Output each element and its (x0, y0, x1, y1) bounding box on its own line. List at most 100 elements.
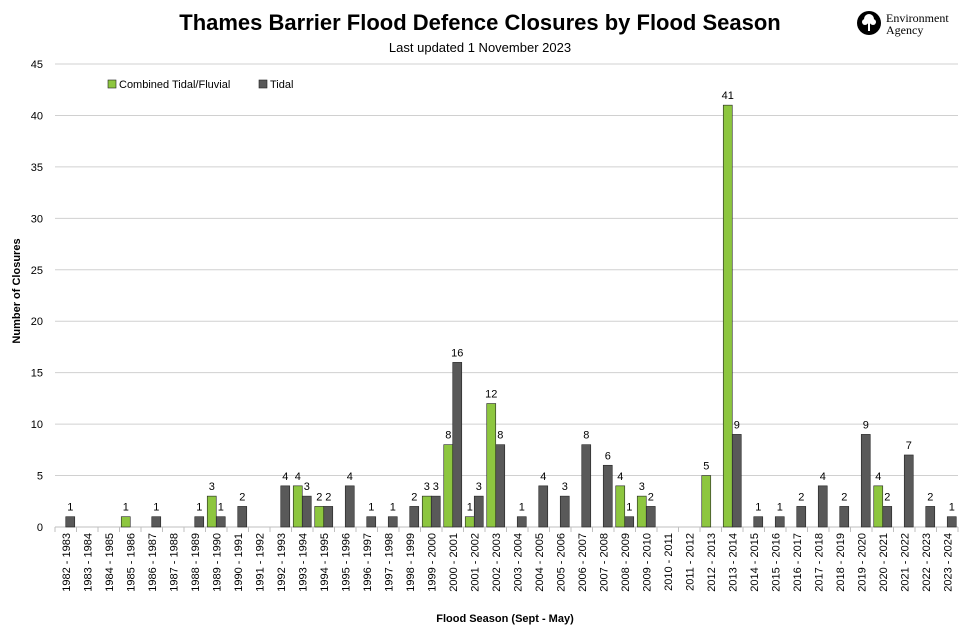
x-tick-label: 2021 - 2022 (899, 533, 911, 592)
bar-tidal (215, 516, 226, 528)
legend-swatch-combined (107, 79, 117, 89)
bar-tidal (151, 516, 162, 528)
bar-tidal (903, 454, 914, 528)
x-tick-label: 2017 - 2018 (813, 533, 825, 592)
data-label: 2 (325, 491, 331, 503)
data-label: 1 (390, 502, 396, 514)
bar-combined (464, 516, 475, 528)
data-label: 1 (519, 502, 525, 514)
legend: Combined Tidal/Fluvial Tidal (107, 79, 293, 91)
y-tick-label: 30 (31, 213, 43, 225)
data-label: 4 (347, 471, 353, 483)
bar-tidal (280, 485, 291, 528)
x-tick-label: 1986 - 1987 (147, 533, 159, 592)
x-tick-label: 1993 - 1994 (297, 533, 309, 592)
bar-tidal (516, 516, 527, 528)
x-tick-label: 1991 - 1992 (254, 533, 266, 592)
x-tick-label: 2014 - 2015 (749, 533, 761, 592)
data-label: 8 (445, 430, 451, 442)
bar-tidal (65, 516, 76, 528)
x-tick-label: 1990 - 1991 (233, 533, 245, 592)
bar-tidal (538, 485, 549, 528)
data-label: 9 (863, 419, 869, 431)
data-label: 6 (605, 450, 611, 462)
bar-combined (421, 495, 432, 528)
data-label: 3 (209, 481, 215, 493)
x-tick-label: 1995 - 1996 (340, 533, 352, 592)
data-label: 4 (295, 471, 301, 483)
data-label: 1 (467, 502, 473, 514)
x-tick-label: 2015 - 2016 (770, 533, 782, 592)
bar-tidal (817, 485, 828, 528)
bar-tidal (796, 506, 807, 528)
bar-combined (636, 495, 647, 528)
y-tick-label: 35 (31, 162, 43, 174)
x-tick-label: 2000 - 2001 (448, 533, 460, 592)
data-label: 41 (722, 90, 734, 102)
data-label: 4 (540, 471, 546, 483)
y-tick-label: 5 (37, 471, 43, 483)
data-label: 12 (485, 389, 497, 401)
x-tick-label: 1998 - 1999 (405, 533, 417, 592)
x-tick-label: 1989 - 1990 (211, 533, 223, 592)
chart-title: Thames Barrier Flood Defence Closures by… (179, 10, 781, 35)
bar-tidal (925, 506, 936, 528)
bar-combined (486, 403, 497, 528)
bar-combined (722, 104, 733, 528)
bar-tidal (409, 506, 420, 528)
bar-tidal (882, 506, 893, 528)
legend-label-tidal: Tidal (270, 79, 293, 91)
bar-tidal (946, 516, 957, 528)
bar-tidal (430, 495, 441, 528)
logo-line2: Agency (886, 23, 924, 37)
data-label: 1 (196, 502, 202, 514)
data-label: 4 (617, 471, 623, 483)
data-label: 2 (239, 491, 245, 503)
bar-tidal (237, 506, 248, 528)
data-label: 7 (906, 440, 912, 452)
bar-tidal (387, 516, 398, 528)
data-label: 1 (755, 502, 761, 514)
x-tick-label: 1997 - 1998 (383, 533, 395, 592)
bar-tidal (559, 495, 570, 528)
bar-tidal (645, 506, 656, 528)
x-tick-label: 2002 - 2003 (491, 533, 503, 592)
data-label: 4 (820, 471, 826, 483)
bar-tidal (301, 495, 312, 528)
data-label: 1 (949, 502, 955, 514)
data-label: 1 (153, 502, 159, 514)
x-tick-label: 1996 - 1997 (362, 533, 374, 592)
data-label: 3 (433, 481, 439, 493)
bar-tidal (366, 516, 377, 528)
y-tick-label: 15 (31, 368, 43, 380)
bar-combined (701, 475, 712, 528)
bar-tidal (731, 434, 742, 528)
bar-tidal (753, 516, 764, 528)
data-label: 3 (304, 481, 310, 493)
data-label: 3 (476, 481, 482, 493)
bar-tidal (581, 444, 592, 528)
x-tick-label: 2003 - 2004 (512, 533, 524, 592)
bar-combined (873, 485, 884, 528)
logo-text: Environment Agency (886, 12, 949, 36)
bar-tidal (194, 516, 205, 528)
x-tick-label: 2010 - 2011 (663, 533, 675, 591)
data-label: 2 (316, 491, 322, 503)
x-tick-label: 2012 - 2013 (706, 533, 718, 592)
x-axis-title: Flood Season (Sept - May) (436, 613, 574, 625)
data-label: 3 (639, 481, 645, 493)
bar-combined (292, 485, 303, 528)
data-label: 1 (123, 502, 129, 514)
data-label: 8 (497, 430, 503, 442)
data-label: 1 (368, 502, 374, 514)
logo-line1: Environment (886, 11, 949, 25)
y-tick-label: 40 (31, 110, 43, 122)
bar-tidal (344, 485, 355, 528)
data-label: 3 (424, 481, 430, 493)
bar-combined (120, 516, 131, 528)
x-tick-label: 2020 - 2021 (878, 533, 890, 592)
x-tick-label: 2008 - 2009 (620, 533, 632, 592)
